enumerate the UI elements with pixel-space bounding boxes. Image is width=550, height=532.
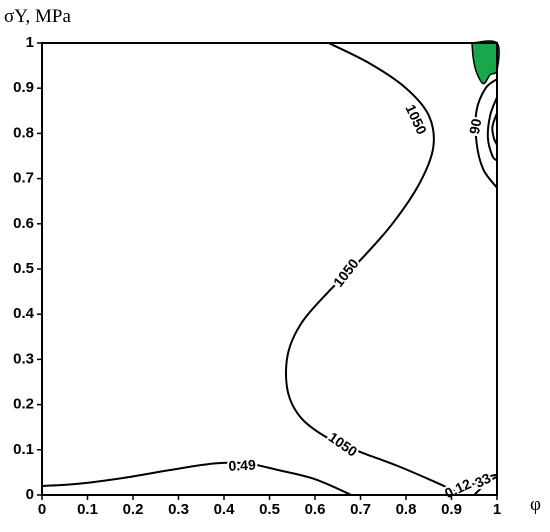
y-tick-label: 0.5	[13, 260, 34, 277]
y-tick-label: 0	[26, 486, 34, 503]
contour-line-4	[474, 78, 498, 189]
x-tick-label: 0.3	[168, 501, 189, 518]
x-axis-ticks: 0 0.1 0.2 0.3 0.4 0.5 0.6 0.7 0.8 0.9 1	[38, 495, 501, 518]
contour-line-3	[473, 476, 498, 496]
x-tick-label: 0.6	[305, 501, 326, 518]
contour-label-2: 1050	[326, 429, 361, 460]
contour-line-0	[284, 42, 462, 496]
x-tick-label: 0	[38, 501, 46, 518]
x-tick-label: 0.4	[214, 501, 236, 518]
contour-label-5: 33	[472, 470, 493, 491]
filled-region-0	[471, 40, 500, 85]
contour-label-4: 0.12	[442, 475, 474, 501]
contour-lines	[41, 42, 498, 496]
contour-label-6: 90	[466, 117, 484, 135]
contour-label-0: 1050	[402, 102, 430, 137]
y-tick-label: 0.7	[13, 170, 34, 187]
y-tick-label: 0.4	[13, 305, 35, 322]
contour-label-3: 0.49	[228, 457, 256, 474]
y-tick-label: 0.9	[13, 79, 34, 96]
contour-line-5	[486, 96, 498, 162]
x-tick-label: 0.5	[259, 501, 280, 518]
x-tick-label: 1	[493, 501, 501, 518]
x-tick-label: 0.9	[441, 501, 462, 518]
x-axis-title: φ	[530, 494, 541, 515]
y-tick-label: 0.1	[13, 441, 34, 458]
x-tick-label: 0.8	[396, 501, 417, 518]
contour-label-1: 1050	[330, 255, 362, 290]
contour-line-2	[450, 473, 498, 496]
contour-line-1	[41, 461, 352, 496]
contour-line-6	[491, 112, 498, 146]
x-tick-label: 0.7	[350, 501, 371, 518]
filled-regions	[471, 40, 500, 85]
y-axis-ticks: 0 0.1 0.2 0.3 0.4 0.5 0.6 0.7 0.8 0.9 1	[13, 34, 42, 503]
plot-frame	[41, 42, 498, 496]
y-tick-label: 0.3	[13, 350, 34, 367]
y-axis-title: σY, MPa	[4, 6, 71, 27]
x-tick-label: 0.1	[77, 501, 98, 518]
y-tick-label: 0.2	[13, 396, 34, 413]
y-tick-label: 0.6	[13, 215, 34, 232]
y-tick-label: 1	[26, 34, 34, 51]
y-tick-label: 0.8	[13, 124, 34, 141]
x-tick-label: 0.2	[123, 501, 144, 518]
